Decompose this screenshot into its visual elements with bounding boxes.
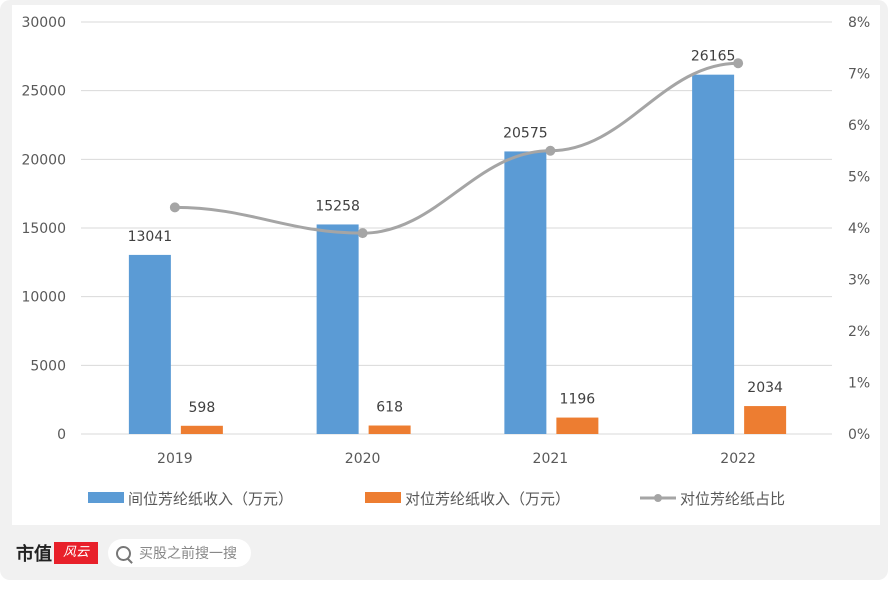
legend-label: 对位芳纶纸收入（万元） — [405, 490, 570, 508]
data-label: 26165 — [691, 49, 736, 65]
y-right-tick: 0% — [848, 427, 870, 443]
data-label: 598 — [189, 400, 216, 416]
line-point — [545, 145, 556, 156]
data-label: 618 — [376, 400, 403, 416]
search-box[interactable]: 买股之前搜一搜 — [108, 539, 251, 567]
legend-swatch — [365, 492, 401, 503]
y-left-tick: 20000 — [21, 152, 66, 168]
bar — [180, 425, 223, 434]
y-right-tick: 6% — [848, 118, 870, 134]
x-tick: 2019 — [157, 451, 193, 467]
y-right-tick: 1% — [848, 376, 870, 392]
card — [0, 0, 888, 580]
y-left-tick: 15000 — [21, 221, 66, 237]
bar — [744, 406, 787, 434]
bar — [504, 151, 547, 435]
data-label: 2034 — [747, 380, 783, 396]
y-left-tick: 10000 — [21, 290, 66, 306]
x-tick: 2022 — [720, 451, 756, 467]
bar — [692, 74, 735, 435]
y-left-tick: 25000 — [21, 84, 66, 100]
data-label: 20575 — [503, 125, 548, 141]
y-left-tick: 5000 — [30, 358, 66, 374]
x-tick: 2020 — [345, 451, 381, 467]
y-right-tick: 3% — [848, 273, 870, 289]
search-icon — [116, 545, 131, 561]
data-label: 15258 — [315, 198, 360, 214]
bar — [316, 224, 359, 434]
bar — [128, 254, 171, 434]
y-right-tick: 8% — [848, 15, 870, 31]
legend-label: 对位芳纶纸占比 — [680, 490, 785, 508]
legend-swatch — [88, 492, 124, 503]
x-tick: 2021 — [533, 451, 569, 467]
line-series — [174, 61, 739, 235]
data-label: 1196 — [560, 392, 596, 408]
line-point — [169, 202, 180, 213]
brand-name: 市值 — [16, 544, 52, 565]
y-right-tick: 2% — [848, 324, 870, 340]
y-right-tick: 5% — [848, 170, 870, 186]
legend-label: 间位芳纶纸收入（万元） — [128, 490, 293, 508]
footer: 市值 风云 买股之前搜一搜 — [16, 538, 251, 568]
y-right-tick: 4% — [848, 221, 870, 237]
line-point — [733, 58, 744, 69]
legend-marker — [654, 494, 662, 502]
chart: 0 5000 10000 15000 20000 25000 30000 0% 1% 2% 3% 4%… — [21, 15, 870, 508]
y-left-tick: 0 — [57, 427, 66, 443]
y-right-tick: 7% — [848, 67, 870, 83]
bar — [556, 417, 599, 434]
line-point — [357, 228, 368, 239]
bar — [368, 425, 411, 434]
y-left-tick: 30000 — [21, 15, 66, 31]
data-label: 13041 — [128, 229, 173, 245]
search-placeholder: 买股之前搜一搜 — [139, 546, 237, 562]
brand-logo: 风云 — [54, 542, 98, 564]
